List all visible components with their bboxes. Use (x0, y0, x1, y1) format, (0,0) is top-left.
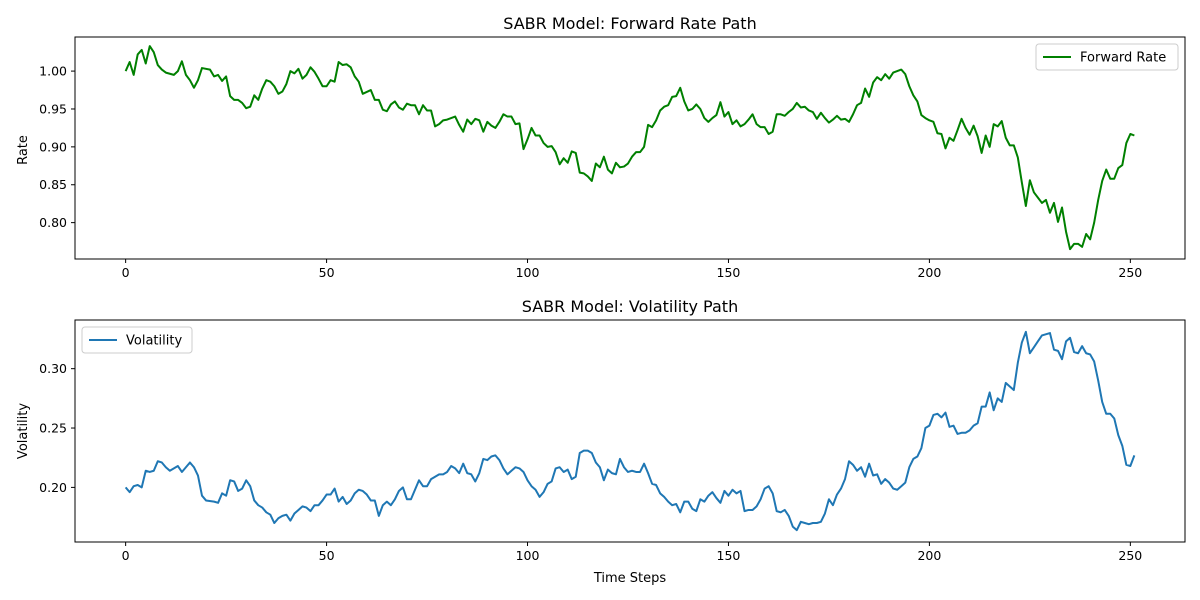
forward-rate-y-tick-label: 1.00 (39, 64, 67, 79)
volatility-ylabel: Volatility (16, 403, 31, 459)
forward-rate-line (124, 45, 1135, 251)
forward-rate-panel: SABR Model: Forward Rate Path Rate 0 50 10… (16, 14, 1186, 280)
volatility-x-tick-label: 0 (122, 548, 130, 563)
forward-rate-axes-frame (74, 36, 1186, 260)
volatility-legend: Volatility (81, 326, 193, 354)
volatility-x-tick-label: 200 (917, 548, 941, 563)
volatility-xlabel: Time Steps (593, 571, 667, 586)
volatility-legend-label: Volatility (126, 334, 182, 349)
volatility-panel: SABR Model: Volatility Path Volatility T… (16, 297, 1186, 586)
forward-rate-y-tick-label: 0.90 (39, 139, 67, 154)
forward-rate-y-tick-label: 0.80 (39, 215, 67, 230)
volatility-x-tick-label: 100 (516, 548, 540, 563)
forward-rate-x-tick-label: 50 (319, 265, 335, 280)
forward-rate-x-tick-label: 150 (717, 265, 741, 280)
forward-rate-x-ticks: 0 50 100 150 200 250 (122, 259, 1142, 280)
forward-rate-x-tick-label: 200 (917, 265, 941, 280)
volatility-x-tick-label: 50 (319, 548, 335, 563)
volatility-y-tick-label: 0.25 (39, 421, 67, 436)
forward-rate-x-tick-label: 250 (1118, 265, 1142, 280)
forward-rate-ylabel: Rate (16, 135, 31, 165)
forward-rate-y-ticks: 0.80 0.85 0.90 0.95 1.00 (39, 64, 75, 230)
volatility-y-ticks: 0.20 0.25 0.30 (39, 361, 75, 495)
forward-rate-title: SABR Model: Forward Rate Path (503, 14, 756, 33)
forward-rate-y-tick-label: 0.85 (39, 177, 67, 192)
volatility-y-tick-label: 0.30 (39, 361, 67, 376)
volatility-y-tick-label: 0.20 (39, 480, 67, 495)
volatility-axes-frame (74, 319, 1186, 543)
forward-rate-legend: Forward Rate (1035, 43, 1179, 71)
volatility-x-tick-label: 250 (1118, 548, 1142, 563)
volatility-legend-box (81, 326, 193, 354)
volatility-x-tick-label: 150 (717, 548, 741, 563)
forward-rate-y-tick-label: 0.95 (39, 101, 67, 116)
forward-rate-x-tick-label: 100 (516, 265, 540, 280)
volatility-line (124, 330, 1136, 532)
volatility-title: SABR Model: Volatility Path (522, 297, 738, 316)
forward-rate-x-tick-label: 0 (122, 265, 130, 280)
forward-rate-legend-label: Forward Rate (1080, 51, 1166, 66)
forward-rate-legend-box (1035, 43, 1179, 71)
volatility-x-ticks: 0 50 100 150 200 250 (122, 542, 1142, 563)
